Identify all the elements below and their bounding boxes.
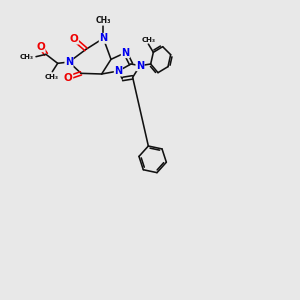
Text: N: N <box>114 66 122 76</box>
Text: CH₃: CH₃ <box>20 54 34 60</box>
Text: N: N <box>99 33 107 43</box>
Text: CH₃: CH₃ <box>96 16 111 25</box>
Text: CH₃: CH₃ <box>141 37 155 43</box>
Text: N: N <box>65 57 73 67</box>
Text: O: O <box>36 42 45 52</box>
Text: O: O <box>70 34 78 44</box>
Text: N: N <box>121 48 129 58</box>
Text: O: O <box>64 73 73 83</box>
Text: N: N <box>136 61 144 71</box>
Text: CH₃: CH₃ <box>44 74 58 80</box>
